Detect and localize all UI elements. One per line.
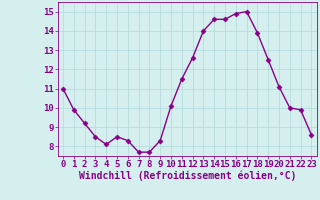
X-axis label: Windchill (Refroidissement éolien,°C): Windchill (Refroidissement éolien,°C): [78, 171, 296, 181]
